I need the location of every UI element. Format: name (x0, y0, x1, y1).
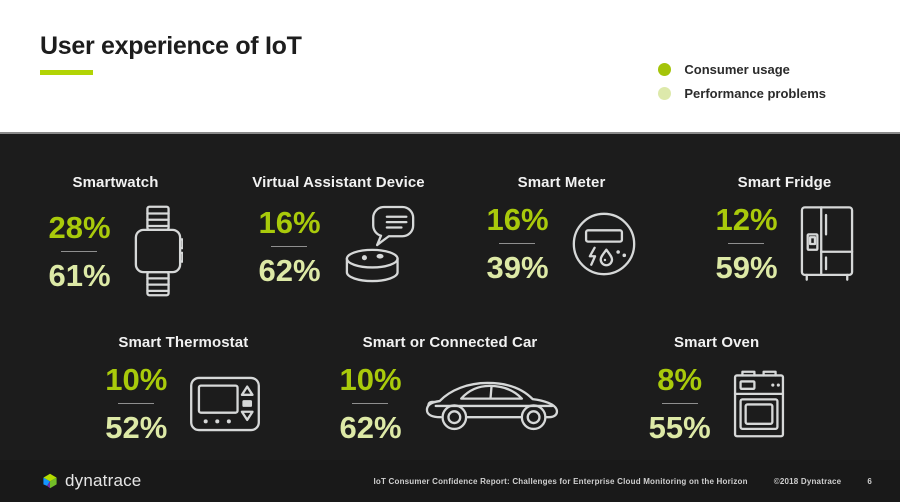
usage-percentage: 10% (339, 362, 402, 397)
device-stats: 8% 55% (649, 364, 711, 443)
usage-percentage: 16% (258, 204, 321, 240)
legend-item-consumer-usage: Consumer usage (658, 62, 826, 77)
smartwatch-icon (133, 204, 183, 298)
brand-name: dynatrace (65, 471, 142, 490)
device-stats: 16% 62% (258, 207, 320, 286)
consumer-usage-dot-icon (658, 63, 672, 76)
device-smartwatch: Smartwatch 28% 61% (4, 174, 227, 298)
footer-meta: IoT Consumer Confidence Report: Challeng… (373, 477, 872, 486)
title-block: User experience of IoT (40, 32, 302, 75)
legend-label: Consumer usage (684, 62, 790, 77)
stat-divider (352, 403, 389, 404)
device-stats: 10% 52% (105, 364, 167, 443)
problems-percentage: 39% (486, 250, 549, 285)
smart-fridge-icon (800, 205, 854, 283)
usage-percentage: 28% (48, 209, 111, 245)
problems-percentage: 52% (105, 410, 168, 445)
device-smart-fridge: Smart Fridge 12% 59% (673, 174, 896, 298)
device-connected-car: Smart or Connected Car 10% 62% (317, 334, 584, 443)
device-title: Virtual Assistant Device (252, 174, 425, 191)
device-title: Smart Fridge (737, 174, 832, 191)
header: User experience of IoT Consumer usage Pe… (0, 0, 900, 134)
device-virtual-assistant: Virtual Assistant Device 16% 62% (227, 174, 450, 298)
problems-percentage: 62% (258, 252, 321, 288)
dynatrace-logo: dynatrace (42, 471, 141, 491)
device-title: Smart Meter (517, 174, 606, 191)
smart-speaker-icon (343, 204, 419, 288)
footer: dynatrace IoT Consumer Confidence Report… (0, 460, 900, 502)
dynatrace-cube-icon (43, 473, 57, 489)
usage-percentage: 8% (657, 362, 703, 397)
stat-divider (728, 243, 765, 244)
device-smart-thermostat: Smart Thermostat 10% 52% (50, 334, 317, 443)
performance-problems-dot-icon (658, 87, 672, 100)
legend-item-performance-problems: Performance problems (658, 86, 826, 101)
copyright: ©2018 Dynatrace (773, 476, 842, 486)
problems-percentage: 55% (648, 410, 711, 445)
device-title: Smart Oven (674, 334, 760, 351)
stat-divider (661, 403, 698, 404)
stat-divider (118, 403, 155, 404)
stat-divider (271, 245, 308, 247)
stat-divider (499, 243, 536, 244)
legend-label: Performance problems (684, 86, 826, 101)
device-stats: 16% 39% (486, 204, 548, 283)
device-stats: 10% 62% (339, 364, 401, 443)
device-stats: 28% 61% (48, 212, 110, 291)
report-title: IoT Consumer Confidence Report: Challeng… (373, 476, 748, 486)
page-title: User experience of IoT (40, 32, 302, 60)
device-title: Smartwatch (72, 174, 159, 191)
car-icon (424, 375, 561, 432)
problems-percentage: 62% (339, 410, 402, 445)
oven-icon (733, 369, 785, 439)
device-row-1: Smartwatch 28% 61% (0, 174, 900, 298)
device-smart-oven: Smart Oven 8% 55% (583, 334, 850, 443)
problems-percentage: 59% (715, 250, 778, 285)
thermostat-icon (189, 376, 261, 432)
problems-percentage: 61% (48, 257, 111, 293)
device-smart-meter: Smart Meter 16% 39% (450, 174, 673, 298)
device-stats: 12% 59% (715, 204, 777, 283)
device-title: Smart or Connected Car (362, 334, 538, 351)
device-row-2: Smart Thermostat 10% 52% (50, 334, 850, 443)
smart-meter-icon (571, 211, 637, 277)
stat-divider (61, 250, 98, 252)
main-content: Smartwatch 28% 61% (0, 134, 900, 460)
legend: Consumer usage Performance problems (658, 62, 826, 101)
title-underline (40, 70, 93, 75)
usage-percentage: 10% (105, 362, 168, 397)
usage-percentage: 16% (486, 202, 549, 237)
page-number: 6 (867, 476, 872, 486)
device-title: Smart Thermostat (118, 334, 249, 351)
usage-percentage: 12% (715, 202, 778, 237)
